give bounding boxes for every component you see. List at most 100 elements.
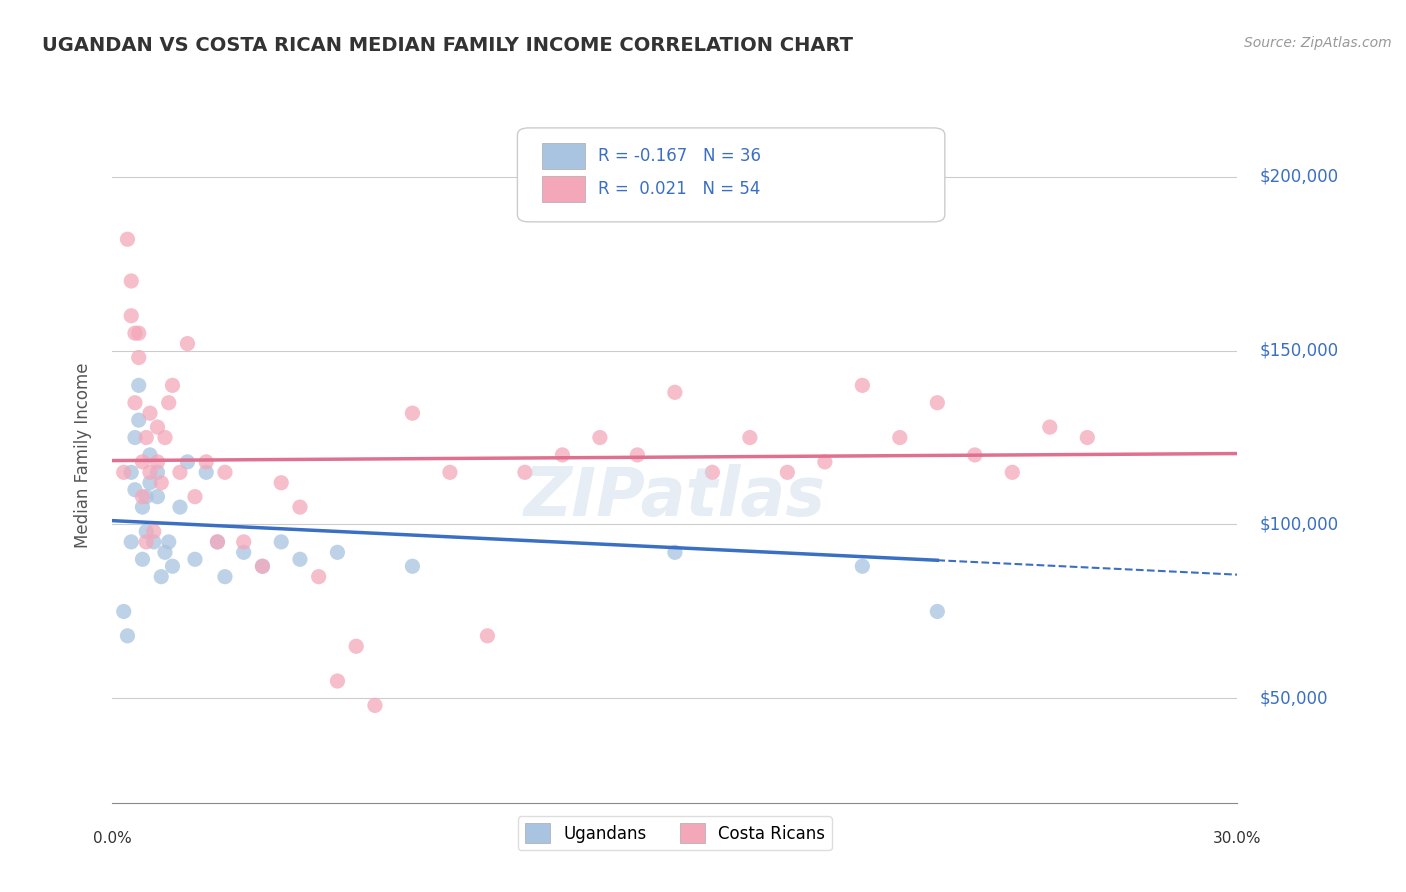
Point <box>112 605 135 619</box>
Text: 30.0%: 30.0% <box>1213 830 1261 846</box>
Point <box>1076 430 1098 444</box>
Point <box>326 545 349 559</box>
Point <box>124 326 146 341</box>
Point <box>157 395 180 409</box>
Point <box>207 534 229 549</box>
Point <box>128 413 150 427</box>
Point <box>195 466 218 480</box>
Point <box>157 534 180 549</box>
Point <box>664 545 686 559</box>
Point <box>364 698 387 713</box>
Point <box>664 385 686 400</box>
Text: UGANDAN VS COSTA RICAN MEDIAN FAMILY INCOME CORRELATION CHART: UGANDAN VS COSTA RICAN MEDIAN FAMILY INC… <box>42 36 853 54</box>
Text: $50,000: $50,000 <box>1260 690 1329 707</box>
Point <box>142 534 165 549</box>
Point <box>150 570 173 584</box>
Point <box>551 448 574 462</box>
Point <box>124 430 146 444</box>
FancyBboxPatch shape <box>517 128 945 222</box>
Point <box>401 406 423 420</box>
Point <box>120 466 142 480</box>
Point <box>589 430 612 444</box>
Point <box>146 490 169 504</box>
Point <box>477 629 499 643</box>
Point <box>927 605 949 619</box>
Point <box>120 309 142 323</box>
Point <box>131 455 153 469</box>
Point <box>162 378 184 392</box>
Text: $100,000: $100,000 <box>1260 516 1339 533</box>
Point <box>146 420 169 434</box>
Point <box>776 466 799 480</box>
Point <box>176 336 198 351</box>
Point <box>1001 466 1024 480</box>
Point <box>288 500 311 514</box>
Point <box>169 466 191 480</box>
Point <box>139 406 162 420</box>
Point <box>142 524 165 539</box>
Point <box>214 466 236 480</box>
Point <box>513 466 536 480</box>
Point <box>702 466 724 480</box>
Point <box>326 674 349 689</box>
Point <box>117 629 139 643</box>
Point <box>176 455 198 469</box>
Point <box>131 500 153 514</box>
Point <box>270 534 292 549</box>
Text: $200,000: $200,000 <box>1260 168 1339 186</box>
Point <box>308 570 330 584</box>
Point <box>135 524 157 539</box>
FancyBboxPatch shape <box>543 176 585 202</box>
Text: R =  0.021   N = 54: R = 0.021 N = 54 <box>599 180 761 198</box>
Point <box>139 466 162 480</box>
Point <box>128 326 150 341</box>
Point <box>169 500 191 514</box>
FancyBboxPatch shape <box>543 143 585 169</box>
Point <box>128 378 150 392</box>
Point <box>963 448 986 462</box>
Point <box>252 559 274 574</box>
Point <box>270 475 292 490</box>
Text: ZIPatlas: ZIPatlas <box>524 464 825 530</box>
Point <box>439 466 461 480</box>
Point <box>344 639 367 653</box>
Point <box>195 455 218 469</box>
Point <box>184 552 207 566</box>
Point <box>738 430 761 444</box>
Point <box>927 395 949 409</box>
Point <box>135 534 157 549</box>
Point <box>814 455 837 469</box>
Text: R = -0.167   N = 36: R = -0.167 N = 36 <box>599 147 762 165</box>
Point <box>851 378 873 392</box>
Point <box>124 483 146 497</box>
Point <box>153 545 176 559</box>
Point <box>124 395 146 409</box>
Point <box>232 534 254 549</box>
Point <box>232 545 254 559</box>
Point <box>139 475 162 490</box>
Legend: Ugandans, Costa Ricans: Ugandans, Costa Ricans <box>517 816 832 850</box>
Point <box>162 559 184 574</box>
Point <box>146 466 169 480</box>
Point <box>135 490 157 504</box>
Point <box>120 274 142 288</box>
Point <box>128 351 150 365</box>
Point <box>153 430 176 444</box>
Text: $150,000: $150,000 <box>1260 342 1339 359</box>
Text: Source: ZipAtlas.com: Source: ZipAtlas.com <box>1244 36 1392 50</box>
Point <box>120 534 142 549</box>
Point <box>288 552 311 566</box>
Point <box>131 552 153 566</box>
Point <box>135 430 157 444</box>
Point <box>851 559 873 574</box>
Point <box>1039 420 1062 434</box>
Point <box>131 490 153 504</box>
Point <box>214 570 236 584</box>
Point <box>117 232 139 246</box>
Y-axis label: Median Family Income: Median Family Income <box>73 362 91 548</box>
Point <box>889 430 911 444</box>
Point <box>150 475 173 490</box>
Point <box>401 559 423 574</box>
Point <box>252 559 274 574</box>
Point <box>626 448 648 462</box>
